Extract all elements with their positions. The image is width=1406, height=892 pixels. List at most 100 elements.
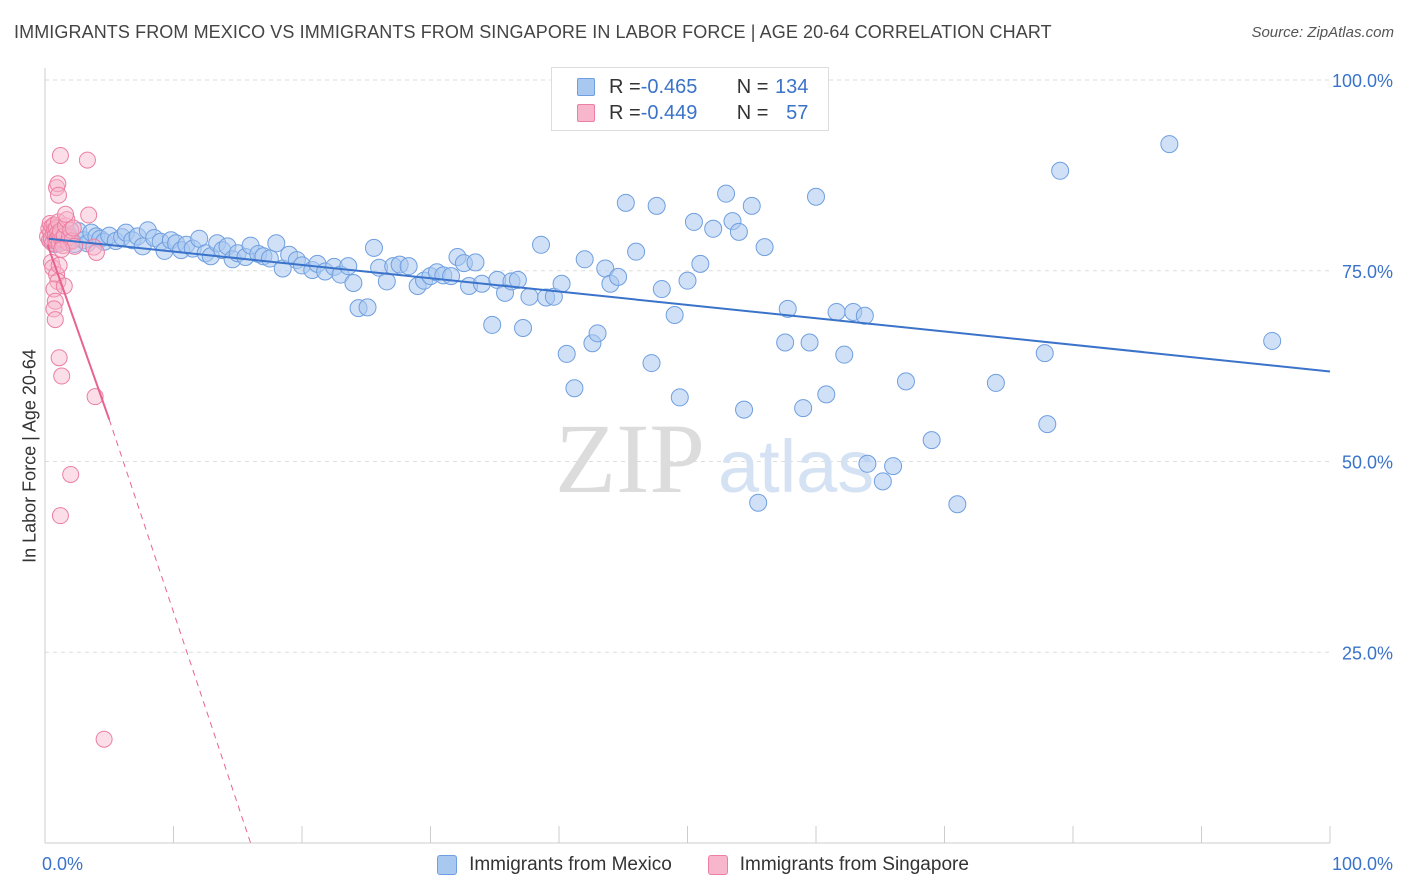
mexico-point — [704, 219, 723, 238]
mexico-point — [717, 184, 736, 203]
y-tick-label: 100.0% — [1332, 71, 1393, 91]
mexico-point — [520, 287, 539, 306]
y-axis-label: In Labor Force | Age 20-64 — [19, 349, 40, 563]
mexico-point — [466, 253, 485, 272]
legend-label-mexico: Immigrants from Mexico — [469, 854, 672, 875]
mexico-point — [873, 472, 892, 491]
watermark-atlas: atlas — [718, 425, 874, 508]
correlation-legend: R = -0.465 N = 134 R = -0.449 N = 57 — [551, 67, 829, 131]
mexico-point — [575, 250, 594, 269]
mexico-point — [749, 493, 768, 512]
mexico-point — [627, 242, 646, 261]
mexico-point — [755, 238, 774, 257]
legend-row-mexico: R = -0.465 N = 134 — [577, 74, 808, 100]
singapore-point — [78, 151, 96, 169]
mexico-point — [684, 212, 703, 231]
singapore-point — [51, 147, 69, 165]
mexico-point — [642, 354, 661, 373]
singapore-point — [49, 186, 67, 204]
mexico-point — [399, 257, 418, 276]
singapore-trend-extension — [108, 419, 252, 844]
singapore-point — [64, 219, 82, 237]
mexico-point — [616, 193, 635, 212]
mexico-point — [339, 257, 358, 276]
mexico-point — [557, 344, 576, 363]
singapore-point — [53, 367, 71, 385]
mexico-point — [1263, 331, 1282, 350]
mexico-point — [483, 315, 502, 334]
mexico-point — [778, 299, 797, 318]
mexico-point — [794, 399, 813, 418]
singapore-point — [95, 730, 113, 748]
legend-row-singapore: R = -0.449 N = 57 — [577, 100, 808, 126]
mexico-point — [742, 196, 761, 215]
y-tick-label: 50.0% — [1342, 453, 1393, 473]
mexico-point — [729, 222, 748, 241]
mexico-point — [827, 302, 846, 321]
r-label: R = — [609, 101, 641, 124]
mexico-point — [665, 306, 684, 325]
singapore-point — [87, 243, 105, 261]
mexico-point — [678, 271, 697, 290]
n-value: 134 — [775, 75, 809, 98]
r-value: -0.465 — [640, 75, 698, 98]
mexico-point — [1038, 415, 1057, 434]
mexico-point — [377, 272, 396, 291]
mexico-point — [588, 324, 607, 343]
axes — [44, 68, 1331, 844]
mexico-point — [800, 333, 819, 352]
n-value: 57 — [786, 101, 809, 124]
mexico-point — [817, 385, 836, 404]
r-value: -0.449 — [640, 101, 698, 124]
mexico-point — [807, 187, 825, 206]
singapore-point — [53, 240, 71, 258]
legend-item-singapore[interactable]: Immigrants from Singapore — [707, 852, 969, 878]
mexico-point — [1160, 135, 1179, 154]
singapore-point — [46, 311, 64, 329]
mexico-point — [948, 495, 967, 514]
mexico-point — [647, 196, 666, 215]
singapore-point — [62, 221, 80, 239]
series-legend: Immigrants from Mexico Immigrants from S… — [0, 852, 1406, 878]
y-tick-label: 25.0% — [1342, 643, 1393, 663]
legend-item-mexico[interactable]: Immigrants from Mexico — [437, 852, 672, 878]
mexico-point — [532, 235, 551, 254]
mexico-point — [884, 457, 903, 476]
n-label: N = — [736, 75, 769, 98]
chart-title: IMMIGRANTS FROM MEXICO VS IMMIGRANTS FRO… — [14, 22, 1052, 42]
mexico-point — [922, 431, 941, 450]
singapore-trend-line — [46, 244, 111, 420]
r-label: R = — [609, 75, 641, 98]
mexico-point — [508, 270, 527, 289]
singapore-point — [45, 280, 63, 298]
mexico-point — [552, 274, 571, 293]
mexico-point — [609, 267, 628, 286]
mexico-point — [835, 345, 854, 364]
mexico-point — [267, 234, 286, 253]
mexico-point — [442, 267, 461, 286]
x-tick-label-min: 0.0% — [42, 854, 83, 874]
gridlines — [45, 79, 1330, 653]
mexico-point — [1035, 344, 1054, 363]
mexico-point — [1051, 161, 1070, 180]
mexico-legend-swatch — [437, 855, 458, 875]
mexico-point — [364, 238, 383, 257]
singapore-point — [62, 465, 80, 483]
watermark: ZIP atlas — [555, 403, 874, 514]
y-tick-label: 75.0% — [1342, 262, 1393, 282]
mexico-point — [565, 379, 584, 398]
mexico-trend-line — [48, 237, 1331, 373]
mexico-point — [652, 280, 671, 299]
mexico-point — [670, 388, 689, 407]
source-label: Source: ZipAtlas.com — [1251, 24, 1394, 41]
singapore-legend-swatch — [707, 855, 728, 875]
mexico-point — [691, 254, 710, 273]
x-tick-label-max: 100.0% — [1332, 854, 1393, 874]
n-label: N = — [736, 101, 769, 124]
mexico-swatch — [577, 78, 595, 96]
mexico-point — [514, 318, 533, 337]
mexico-point — [735, 400, 754, 419]
singapore-point — [58, 211, 76, 229]
singapore-point — [51, 507, 69, 525]
mexico-point — [986, 373, 1005, 392]
